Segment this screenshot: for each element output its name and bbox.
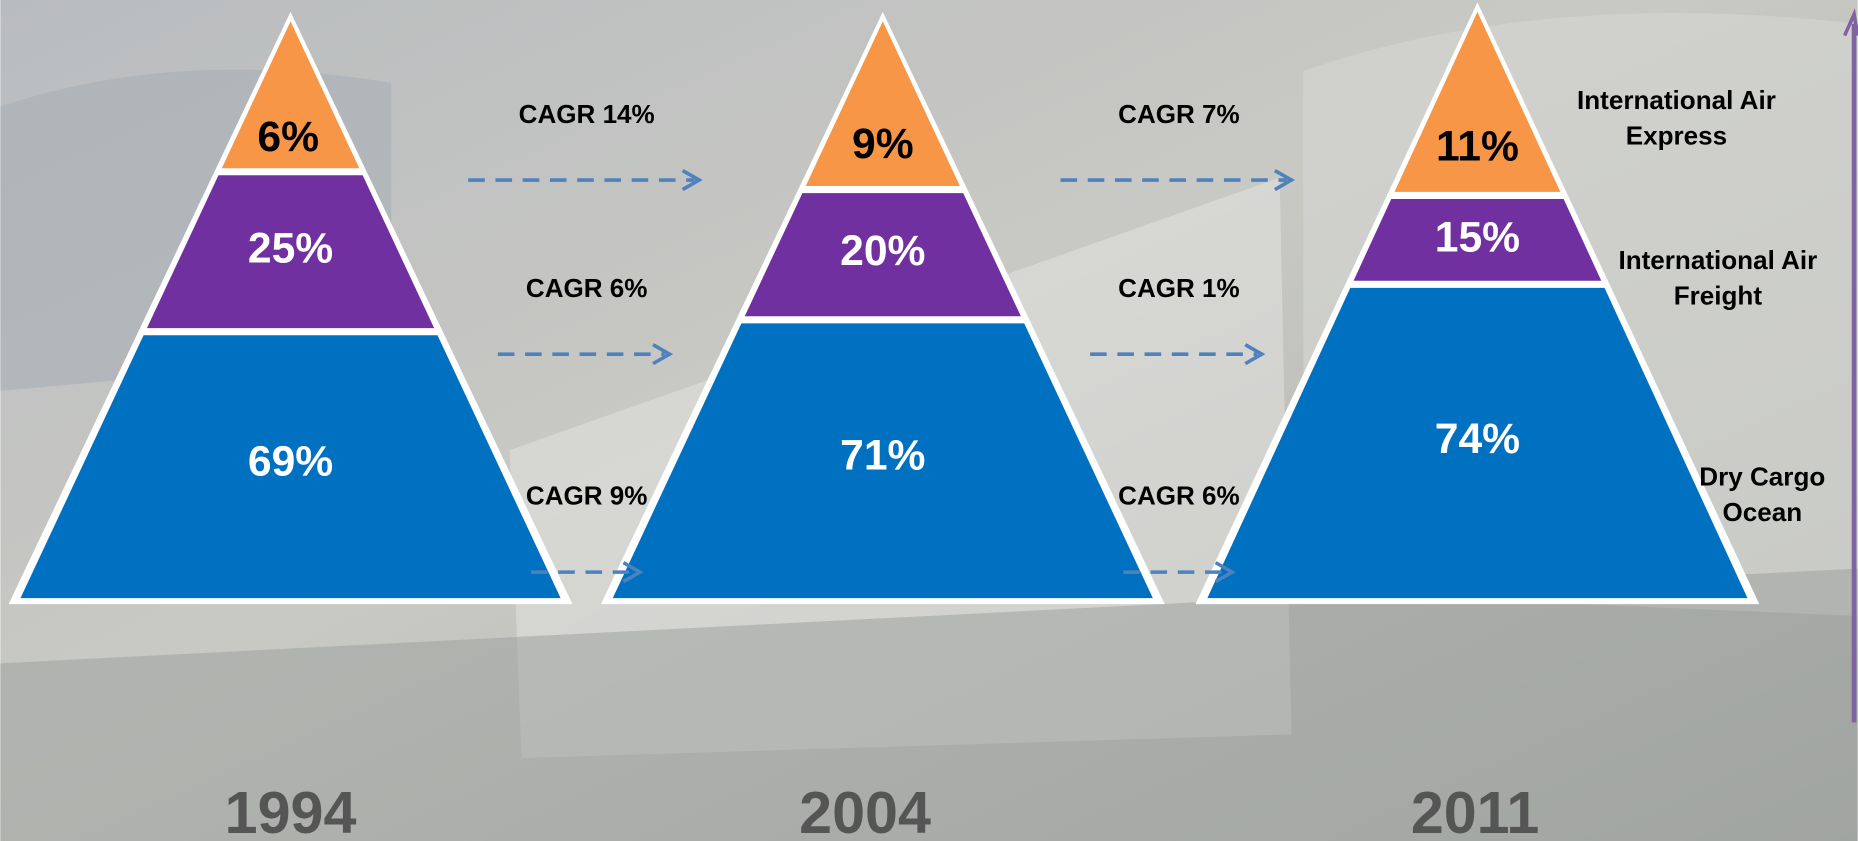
- year-label: 1994: [225, 779, 357, 841]
- growth-label: CAGR 6%: [526, 273, 648, 303]
- segment-label: 69%: [248, 438, 333, 486]
- legend-entry: International Air Express: [1576, 83, 1777, 166]
- segment-label: 74%: [1435, 415, 1520, 463]
- chart: 6% 25% 69% 1994 9% 20% 71% 2004 11% 15% 74% 2011 CAG…: [0, 0, 1858, 841]
- segment-label: 6%: [257, 113, 319, 161]
- legend-entry: International Air Freight: [1617, 243, 1818, 326]
- segment-label: 25%: [248, 224, 333, 272]
- legend-label: International Air Express: [1576, 83, 1777, 154]
- growth-label: CAGR 7%: [1118, 99, 1240, 129]
- legend-label: Dry Cargo Ocean: [1682, 460, 1842, 531]
- growth-label: CAGR 14%: [519, 99, 655, 129]
- legend-entry: Dry Cargo Ocean: [1682, 460, 1842, 543]
- year-label: 2011: [1411, 779, 1539, 841]
- segment-label: 9%: [852, 120, 914, 168]
- segment-label: 11%: [1436, 123, 1519, 171]
- growth-label: CAGR 9%: [526, 480, 648, 510]
- segment-label: 20%: [840, 227, 925, 275]
- page: {"chart_data": { "type": "pyramid", "cat…: [0, 0, 1858, 841]
- growth-label: CAGR 1%: [1118, 273, 1240, 303]
- segment-label: 71%: [840, 432, 925, 480]
- growth-label: CAGR 6%: [1118, 480, 1240, 510]
- year-label: 2004: [799, 779, 931, 841]
- segment-label: 15%: [1435, 214, 1520, 262]
- legend-label: International Air Freight: [1617, 243, 1818, 314]
